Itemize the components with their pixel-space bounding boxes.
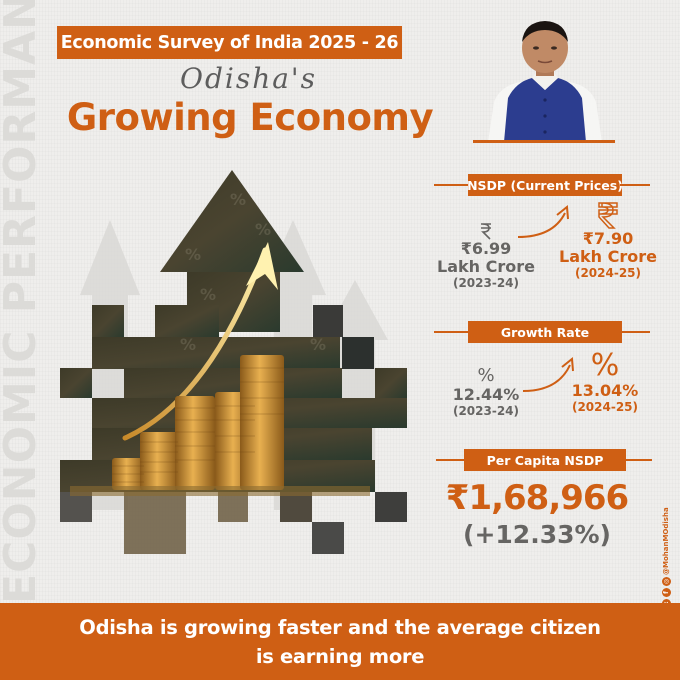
svg-text:%: % — [230, 190, 246, 209]
page-title: Growing Economy — [66, 96, 434, 139]
rising-curve-arrow-icon — [517, 205, 569, 238]
growth-current: % 13.04% (2024-25) — [555, 350, 655, 415]
nsdp-previous-value: ₹6.99 — [460, 239, 512, 258]
survey-tag: Economic Survey of India 2025 - 26 — [57, 26, 402, 59]
facebook-icon: f — [661, 588, 671, 597]
instagram-icon: ◎ — [661, 577, 671, 586]
rising-curve-arrow-icon — [522, 357, 574, 392]
svg-text:%: % — [310, 335, 326, 354]
footer-line-2: is earning more — [255, 644, 425, 668]
per-capita-section-header: Per Capita NSDP — [436, 449, 666, 471]
side-watermark-text: ECONOMIC PERFORMANCE — [0, 0, 46, 604]
percent-icon: % — [590, 348, 620, 383]
growth-previous: % 12.44% (2023-24) — [436, 366, 536, 419]
growth-current-period: (2024-25) — [571, 400, 639, 414]
nsdp-header-label: NSDP (Current Prices) — [467, 174, 623, 196]
growth-section-header: Growth Rate — [430, 321, 660, 343]
nsdp-current-value: ₹7.90 — [582, 229, 634, 248]
nsdp-previous-period: (2023-24) — [452, 276, 520, 290]
nsdp-previous-unit: Lakh Crore — [437, 257, 535, 276]
svg-text:%: % — [180, 335, 196, 354]
script-title: Odisha's — [180, 62, 317, 95]
svg-text:%: % — [200, 285, 216, 304]
rupee-icon — [481, 223, 491, 240]
svg-text:%: % — [255, 220, 271, 239]
per-capita-value: ₹1,68,966 — [445, 478, 629, 518]
growth-current-value: 13.04% — [571, 381, 639, 400]
nsdp-previous: ₹6.99 Lakh Crore (2023-24) — [436, 222, 536, 291]
growth-header-label: Growth Rate — [468, 321, 622, 343]
portrait-image — [480, 16, 610, 142]
social-handle-text: @MohanMOdisha — [662, 507, 670, 575]
footer-banner: Odisha is growing faster and the average… — [0, 603, 680, 680]
growth-previous-value: 12.44% — [452, 385, 520, 404]
portrait-underline — [473, 140, 615, 143]
nsdp-current-period: (2024-25) — [574, 266, 642, 280]
growth-illustration: % % % % % % — [60, 150, 420, 560]
growth-previous-period: (2023-24) — [452, 404, 520, 418]
social-handle: x f ◎ @MohanMOdisha — [660, 507, 672, 608]
per-capita-header-label: Per Capita NSDP — [464, 449, 626, 471]
rupee-icon — [598, 202, 618, 229]
footer-line-1: Odisha is growing faster and the average… — [79, 615, 601, 639]
percent-icon: % — [477, 365, 495, 386]
nsdp-current: ₹7.90 Lakh Crore (2024-25) — [553, 200, 663, 281]
per-capita-change: (+12.33%) — [463, 520, 611, 549]
nsdp-section-header: NSDP (Current Prices) — [430, 174, 660, 196]
svg-text:%: % — [185, 245, 201, 264]
nsdp-current-unit: Lakh Crore — [559, 247, 657, 266]
